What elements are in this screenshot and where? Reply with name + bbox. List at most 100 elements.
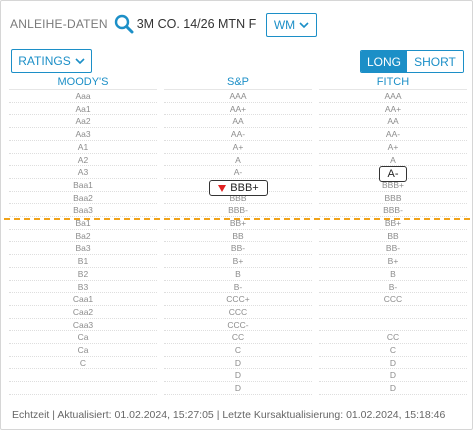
rating-cell-fitch: BB+ bbox=[384, 218, 402, 228]
chevron-down-icon bbox=[75, 57, 85, 64]
ratings-select-value: RATINGS bbox=[18, 54, 71, 68]
row-divider bbox=[319, 355, 467, 357]
row-divider bbox=[319, 279, 467, 281]
row-divider bbox=[9, 279, 157, 281]
row-divider bbox=[9, 190, 157, 192]
rating-cell-fitch: AA- bbox=[385, 129, 401, 140]
row-divider bbox=[9, 114, 157, 116]
row-divider bbox=[319, 152, 467, 154]
rating-cell-moodys: B1 bbox=[77, 256, 89, 267]
term-toggle: LONG SHORT bbox=[360, 50, 464, 73]
column-header-fitch: FITCH bbox=[376, 76, 410, 88]
rating-cell-moodys: B2 bbox=[77, 268, 89, 279]
row-divider bbox=[164, 216, 312, 217]
row-divider bbox=[319, 393, 467, 395]
row-divider bbox=[319, 203, 467, 205]
rating-cell-moodys: Baa3 bbox=[73, 205, 93, 216]
row-divider bbox=[319, 304, 467, 306]
row-divider bbox=[164, 343, 312, 344]
row-divider bbox=[319, 330, 467, 332]
rating-cell-sp: AA bbox=[232, 116, 244, 127]
rating-cell-moodys: Baa2 bbox=[73, 192, 93, 203]
rating-cell-fitch: AA bbox=[387, 116, 399, 127]
row-divider bbox=[9, 330, 157, 332]
row-divider bbox=[319, 165, 467, 167]
row-divider bbox=[9, 292, 157, 294]
rating-cell-sp: CCC bbox=[228, 306, 248, 317]
rating-cell-fitch: A bbox=[390, 154, 396, 165]
rating-cell-moodys: Baa1 bbox=[73, 179, 93, 190]
rating-cell-sp: AA+ bbox=[229, 103, 247, 114]
rating-cell-fitch: BBB bbox=[384, 192, 402, 203]
column-rule bbox=[319, 89, 467, 90]
rating-cell-fitch: C bbox=[389, 345, 397, 355]
row-divider bbox=[164, 317, 312, 319]
rating-cell-moodys: A3 bbox=[77, 167, 89, 178]
row-divider bbox=[319, 368, 467, 370]
rating-cell-fitch: D bbox=[389, 383, 397, 394]
rating-cell-sp: CC bbox=[231, 332, 245, 343]
row-divider bbox=[9, 165, 157, 167]
row-divider bbox=[9, 304, 157, 306]
row-divider bbox=[9, 368, 157, 370]
rating-cell-fitch: D bbox=[389, 357, 397, 368]
rating-cell-fitch: AAA bbox=[384, 91, 402, 101]
rating-cell-moodys: Caa3 bbox=[72, 319, 94, 330]
row-divider bbox=[9, 266, 157, 268]
rating-cell-sp: C bbox=[234, 345, 242, 355]
row-divider bbox=[319, 381, 467, 383]
rating-cell-moodys: Ca bbox=[77, 345, 89, 355]
rating-cell-sp: CCC- bbox=[227, 319, 249, 330]
row-divider bbox=[164, 114, 312, 116]
row-divider bbox=[319, 114, 467, 116]
row-divider bbox=[319, 228, 467, 230]
rating-cell-fitch: A+ bbox=[387, 141, 399, 152]
chevron-down-icon bbox=[299, 21, 309, 28]
rating-cell-fitch: B- bbox=[388, 281, 398, 292]
row-divider bbox=[9, 101, 157, 103]
sp-current-rating-badge: BBB+ bbox=[209, 180, 268, 196]
row-divider bbox=[164, 127, 312, 129]
row-divider bbox=[164, 177, 312, 179]
rating-cell-fitch: BB- bbox=[385, 243, 401, 254]
update-status-footer: Echtzeit | Aktualisiert: 01.02.2024, 15:… bbox=[12, 409, 446, 421]
rating-cell-moodys: Aa2 bbox=[75, 116, 91, 127]
rating-cell-moodys: Ba1 bbox=[75, 218, 91, 228]
row-divider bbox=[9, 127, 157, 129]
rating-cell-sp: B bbox=[235, 268, 241, 279]
column-header-moodys: MOODY'S bbox=[57, 76, 109, 88]
exchange-select[interactable]: WM bbox=[266, 13, 317, 37]
row-divider bbox=[164, 228, 312, 230]
row-divider bbox=[9, 241, 157, 243]
rating-cell-fitch: BB bbox=[387, 230, 399, 241]
row-divider bbox=[164, 203, 312, 205]
row-divider bbox=[319, 254, 467, 256]
bond-name: 3M CO. 14/26 MTN F bbox=[136, 17, 257, 31]
header-bar: ANLEIHE-DATEN 3M CO. 14/26 MTN F bbox=[10, 13, 256, 35]
rating-cell-sp: BBB bbox=[229, 192, 247, 203]
rating-cell-sp: B+ bbox=[232, 256, 244, 267]
ratings-select[interactable]: RATINGS bbox=[11, 49, 92, 73]
row-divider bbox=[9, 343, 157, 344]
rating-cell-moodys: B3 bbox=[77, 281, 89, 292]
row-divider bbox=[164, 355, 312, 357]
row-divider bbox=[164, 101, 312, 103]
rating-cell-moodys: A2 bbox=[77, 154, 89, 165]
toggle-short-button[interactable]: SHORT bbox=[407, 51, 463, 72]
toggle-long-button[interactable]: LONG bbox=[361, 51, 407, 72]
rating-cell-sp: AA- bbox=[230, 129, 246, 140]
row-divider bbox=[164, 266, 312, 268]
rating-cell-fitch: CCC bbox=[383, 294, 403, 305]
row-divider bbox=[164, 279, 312, 281]
rating-cell-moodys: Caa2 bbox=[72, 306, 94, 317]
fitch-current-rating-badge: A- bbox=[379, 166, 407, 182]
rating-cell-fitch: B+ bbox=[387, 256, 399, 267]
row-divider bbox=[9, 203, 157, 205]
search-icon[interactable] bbox=[114, 14, 134, 34]
rating-cell-fitch: AA+ bbox=[384, 103, 402, 114]
row-divider bbox=[164, 292, 312, 294]
row-divider bbox=[164, 241, 312, 243]
row-divider bbox=[9, 216, 157, 217]
row-divider bbox=[9, 152, 157, 154]
downgrade-arrow-icon bbox=[218, 184, 227, 192]
